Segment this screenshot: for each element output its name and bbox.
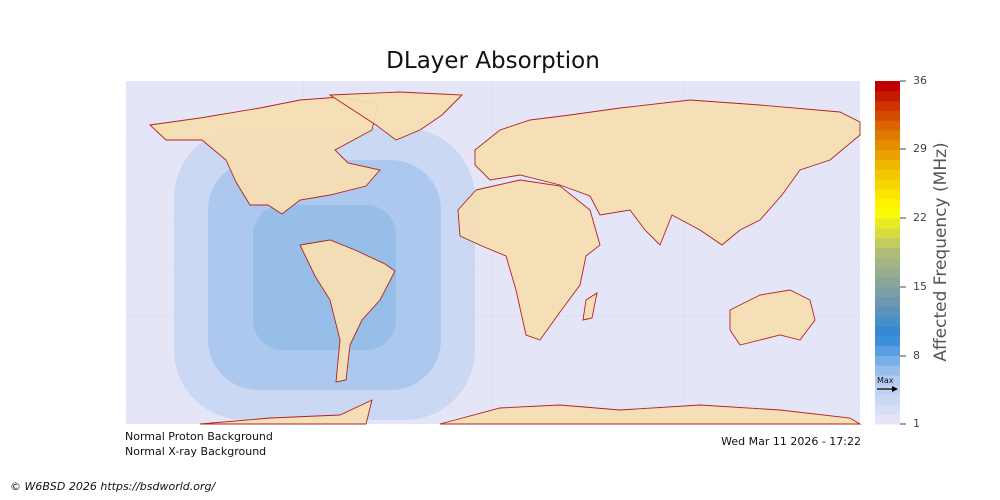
xray-status: Normal X-ray Background [125, 445, 267, 458]
colorbar-tick: 15 [913, 280, 927, 293]
colorbar [875, 81, 900, 425]
colorbar-band [875, 110, 900, 121]
colorbar-band [875, 414, 900, 425]
colorbar-band [875, 130, 900, 141]
map-title: DLayer Absorption [386, 48, 600, 74]
africa [457, 179, 601, 341]
proton-status: Normal Proton Background [125, 430, 273, 443]
colorbar-band [875, 316, 900, 327]
colorbar-band [875, 247, 900, 258]
colorbar-band [875, 384, 900, 396]
colorbar-band [875, 306, 900, 317]
colorbar-band [875, 208, 900, 219]
colorbar-label: Affected Frequency (MHz) [931, 142, 951, 362]
colorbar-tick: 1 [913, 417, 920, 430]
max-marker-label: Max [877, 376, 894, 385]
antarctic-peninsula [199, 399, 373, 425]
colorbar-band [875, 326, 900, 337]
australia [729, 289, 816, 346]
colorbar-band [875, 237, 900, 249]
continents [149, 91, 862, 425]
colorbar-band [875, 365, 900, 376]
colorbar-band [875, 277, 900, 288]
colorbar-band [875, 228, 900, 239]
colorbar-band [875, 169, 900, 180]
timestamp: Wed Mar 11 2026 - 17:22 [721, 435, 861, 448]
north-america [149, 96, 381, 215]
copyright-footer: © W6BSD 2026 https://bsdworld.org/ [10, 480, 216, 493]
colorbar-band [875, 179, 900, 190]
south-america [299, 239, 396, 383]
colorbar-band [875, 81, 900, 92]
colorbar-band [875, 267, 900, 278]
colorbar-band [875, 394, 900, 405]
colorbar-band [875, 159, 900, 170]
colorbar-band [875, 218, 900, 229]
colorbar-tick: 22 [913, 211, 927, 224]
colorbar-band [875, 375, 900, 386]
colorbar-band [875, 100, 900, 111]
colorbar-band [875, 90, 900, 102]
colorbar-tick: 8 [913, 349, 920, 362]
colorbar-band [875, 198, 900, 209]
eurasia [474, 99, 861, 246]
colorbar-tick: 29 [913, 142, 927, 155]
colorbar-band [875, 296, 900, 307]
colorbar-ticks [900, 80, 906, 425]
greenland [328, 91, 464, 141]
madagascar [582, 292, 598, 321]
colorbar-tick: 36 [913, 74, 927, 87]
max-arrow-icon [877, 386, 898, 392]
colorbar-band [875, 139, 900, 151]
antarctica [439, 404, 862, 425]
colorbar-band [875, 149, 900, 160]
colorbar-band [875, 120, 900, 131]
colorbar-band [875, 355, 900, 366]
colorbar-band [875, 335, 900, 347]
colorbar-band [875, 286, 900, 298]
colorbar-band [875, 257, 900, 268]
colorbar-band [875, 404, 900, 415]
colorbar-band [875, 345, 900, 356]
colorbar-band [875, 188, 900, 200]
